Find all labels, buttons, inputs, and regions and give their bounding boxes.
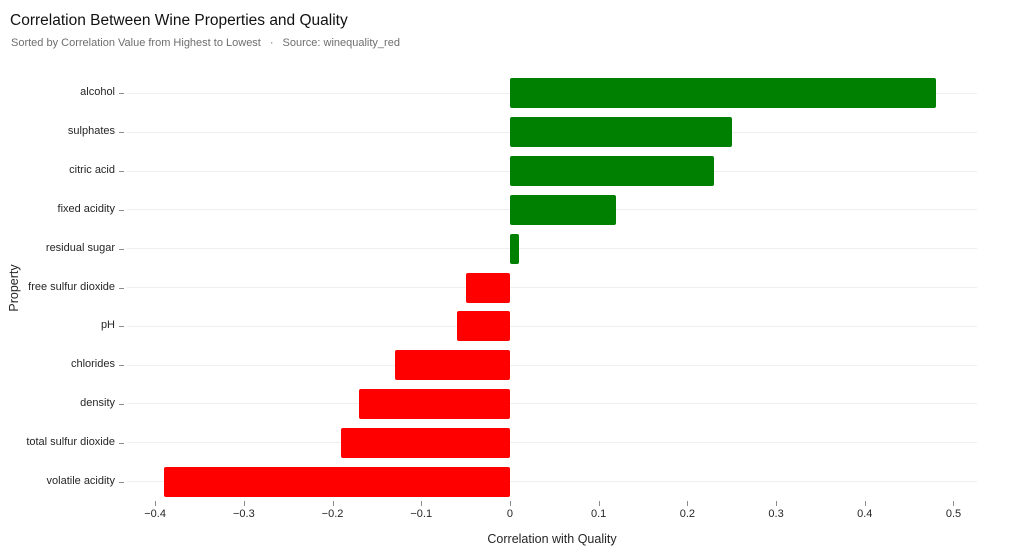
x-tick-mark: [687, 501, 689, 506]
category-gridline: [127, 403, 977, 405]
bar-residual-sugar: [509, 233, 519, 264]
y-tick-label: pH: [100, 319, 115, 332]
y-tick-mark: [119, 171, 124, 173]
bar-chlorides: [394, 350, 510, 381]
category-gridline: [127, 481, 977, 483]
subtitle-source: Source: winequality_red: [282, 37, 400, 49]
y-tick-label: chlorides: [70, 358, 115, 371]
y-tick-label: volatile acidity: [46, 474, 115, 487]
x-tick-label: 0: [506, 508, 513, 520]
bar-sulphates: [509, 117, 732, 148]
x-tick-label: 0.1: [591, 508, 607, 520]
bar-fixed-acidity: [509, 194, 617, 225]
y-tick-mark: [119, 326, 124, 328]
bar-volatile-acidity: [163, 466, 510, 497]
category-gridline: [127, 442, 977, 444]
subtitle-separator: ·: [269, 37, 274, 49]
bar-alcohol: [509, 78, 936, 109]
category-gridline: [127, 287, 977, 288]
x-tick-mark: [509, 501, 511, 506]
x-tick-label: 0.2: [679, 508, 696, 520]
bar-citric-acid: [509, 156, 714, 187]
x-tick-mark: [421, 501, 423, 506]
x-tick-mark: [598, 501, 600, 506]
x-tick-label: −0.4: [144, 508, 166, 520]
y-tick-mark: [119, 442, 124, 444]
y-tick-label: fixed acidity: [57, 202, 115, 215]
y-tick-label: residual sugar: [45, 241, 115, 254]
y-tick-label: density: [80, 396, 115, 409]
x-tick-mark: [864, 501, 866, 506]
y-tick-mark: [119, 132, 124, 134]
x-tick-mark: [776, 501, 778, 506]
x-tick-label: −0.3: [232, 508, 255, 520]
chart-subtitle: Sorted by Correlation Value from Highest…: [11, 37, 400, 49]
y-tick-mark: [119, 287, 124, 289]
y-tick-mark: [119, 248, 124, 250]
x-tick-mark: [243, 501, 245, 506]
y-tick-mark: [119, 93, 124, 95]
x-tick-label: 0.3: [768, 508, 784, 520]
x-tick-label: 0.5: [945, 508, 962, 520]
bar-free-sulfur-dioxide: [465, 272, 510, 303]
bar-density: [359, 388, 510, 419]
x-tick-label: −0.1: [410, 508, 433, 520]
x-tick-label: 0.4: [857, 508, 873, 520]
y-tick-mark: [119, 481, 124, 483]
x-tick-label: −0.2: [321, 508, 344, 520]
category-gridline: [127, 248, 977, 250]
y-tick-mark: [119, 365, 124, 367]
x-tick-mark: [332, 501, 334, 506]
y-tick-mark: [119, 403, 124, 405]
x-axis-title: Correlation with Quality: [487, 532, 617, 546]
y-tick-mark: [119, 209, 124, 211]
plot-area: [127, 74, 977, 501]
y-tick-label: citric acid: [69, 164, 115, 177]
x-tick-mark: [155, 501, 157, 506]
y-tick-label: free sulfur dioxide: [28, 280, 115, 293]
category-gridline: [127, 364, 977, 366]
y-tick-label: total sulfur dioxide: [26, 435, 115, 448]
y-tick-label: alcohol: [80, 86, 115, 99]
bar-total-sulfur-dioxide: [341, 427, 510, 458]
category-gridline: [127, 325, 977, 327]
x-tick-mark: [953, 501, 955, 506]
subtitle-sort-note: Sorted by Correlation Value from Highest…: [11, 37, 261, 49]
y-tick-label: sulphates: [67, 125, 115, 138]
bar-pH: [456, 311, 510, 342]
chart-title: Correlation Between Wine Properties and …: [10, 12, 348, 29]
